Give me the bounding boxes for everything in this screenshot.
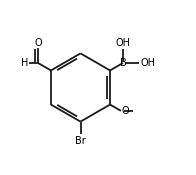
Text: H: H xyxy=(21,58,28,68)
Text: OH: OH xyxy=(115,38,130,48)
Text: OH: OH xyxy=(140,58,155,68)
Text: B: B xyxy=(120,58,126,68)
Text: O: O xyxy=(122,106,129,116)
Text: O: O xyxy=(34,38,42,48)
Text: Br: Br xyxy=(75,136,86,146)
